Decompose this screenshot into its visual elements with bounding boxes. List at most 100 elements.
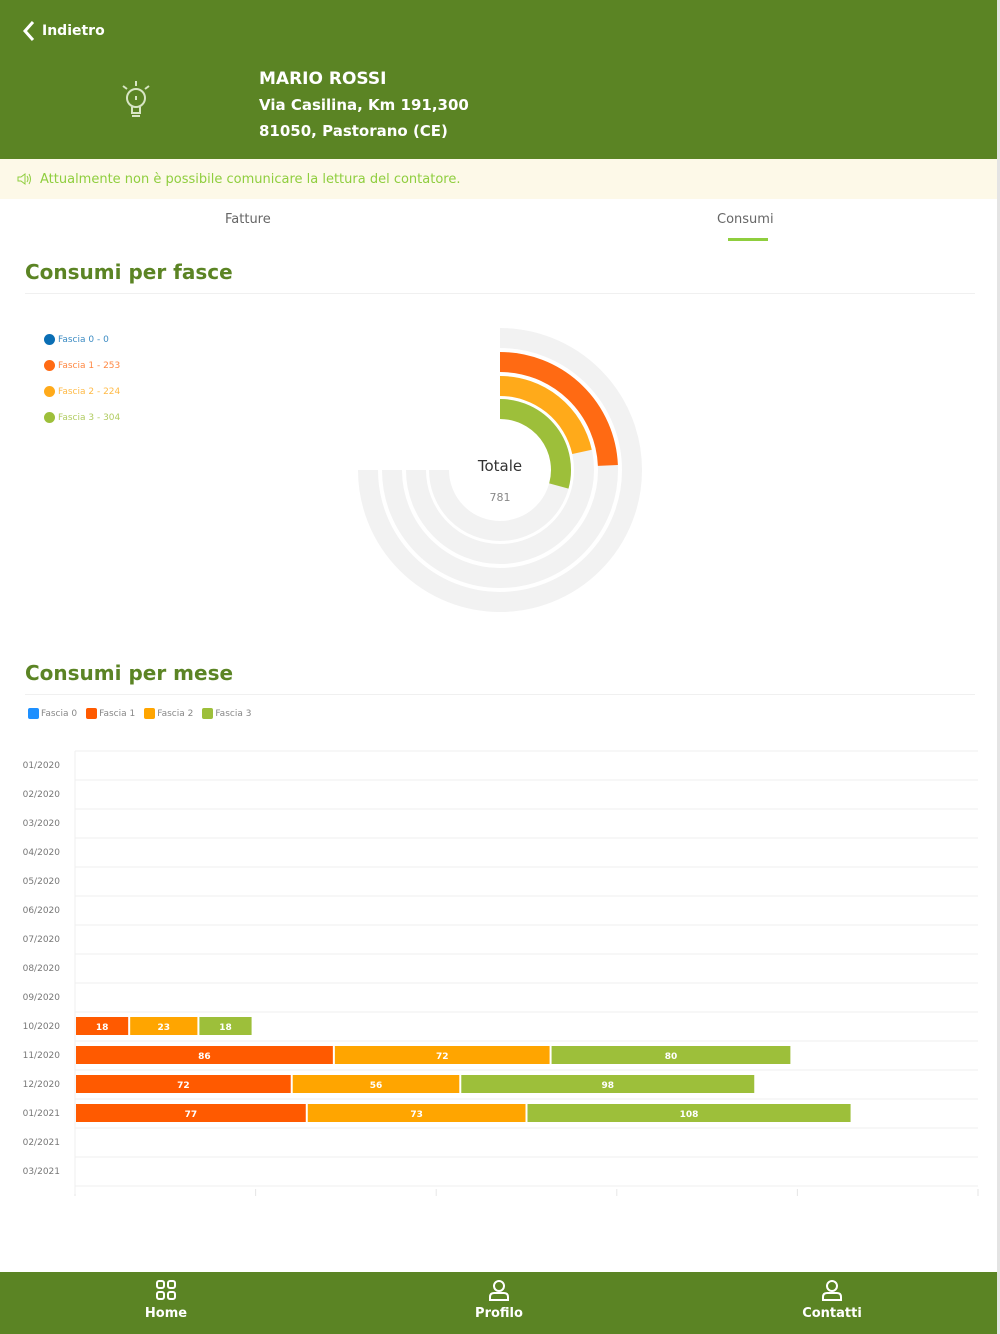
y-tick-label: 01/2021 [23, 1109, 60, 1119]
bar-data-label: 18 [219, 1023, 232, 1033]
legend-label: Fascia 2 [157, 709, 194, 719]
nav-contatti[interactable]: Contatti [772, 1278, 892, 1321]
radial-chart [358, 328, 642, 612]
bar-segment[interactable] [76, 1104, 306, 1122]
legend-swatch [28, 708, 39, 719]
y-tick-label: 08/2020 [23, 964, 61, 974]
legend-label: Fascia 3 [215, 709, 252, 719]
bottom-nav: Home Profilo Contatti [0, 1272, 1000, 1334]
bar-segment[interactable] [76, 1046, 333, 1064]
y-tick-label: 05/2020 [23, 877, 61, 887]
y-tick-label: 09/2020 [23, 993, 61, 1003]
bar-segment[interactable] [292, 1075, 460, 1093]
legend-swatch [202, 708, 214, 719]
bar-data-label: 108 [680, 1110, 699, 1120]
bar-data-label: 86 [198, 1052, 211, 1062]
bar-data-label: 72 [177, 1081, 190, 1091]
chevron-left-icon [22, 21, 35, 41]
legend-label: Fascia 1 [99, 709, 136, 719]
bar-segment[interactable] [334, 1046, 550, 1064]
customer-name: MARIO ROSSI [259, 69, 387, 89]
legend-label: Fascia 3 - 304 [58, 412, 121, 423]
y-tick-label: 11/2020 [23, 1051, 61, 1061]
bar-segment[interactable] [551, 1046, 791, 1064]
donut-legend-item[interactable]: Fascia 2 - 224 [44, 386, 120, 397]
nav-contatti-label: Contatti [802, 1306, 862, 1321]
bar-data-label: 98 [602, 1081, 615, 1091]
address-line-2: 81050, Pastorano (CE) [259, 122, 448, 140]
legend-dot [44, 412, 55, 423]
bar-data-label: 23 [158, 1023, 171, 1033]
bar-legend-item[interactable]: Fascia 3 [202, 708, 251, 719]
legend-dot [44, 334, 55, 345]
bar-legend-item[interactable]: Fascia 1 [86, 708, 135, 719]
bar-data-label: 72 [436, 1052, 449, 1062]
divider [25, 694, 975, 695]
tab-fatture[interactable]: Fatture [225, 212, 271, 227]
donut-legend-item[interactable]: Fascia 1 - 253 [44, 360, 120, 371]
y-tick-label: 03/2020 [23, 819, 61, 829]
back-label: Indietro [42, 23, 105, 39]
y-tick-label: 06/2020 [23, 906, 61, 916]
section-title-mese: Consumi per mese [25, 661, 234, 685]
header: Indietro MARIO ROSSI Via Casilina, Km 19… [0, 0, 1000, 159]
bar-segment[interactable] [76, 1075, 291, 1093]
bar-data-label: 73 [410, 1110, 423, 1120]
bar-data-label: 56 [370, 1081, 383, 1091]
tab-consumi[interactable]: Consumi [717, 212, 774, 227]
section-title-fasce: Consumi per fasce [25, 260, 233, 284]
bar-legend-item[interactable]: Fascia 0 [28, 708, 77, 719]
nav-profilo[interactable]: Profilo [439, 1278, 559, 1321]
bar-legend-item[interactable]: Fascia 2 [144, 708, 193, 719]
radial-bar-fascia-2[interactable] [499, 376, 592, 455]
donut-center-label: Totale [477, 457, 523, 475]
divider [25, 293, 975, 294]
bar-segment[interactable] [76, 1017, 129, 1035]
legend-dot [44, 360, 55, 371]
bar-chart: 01/2020 02/2020 03/2020 04/2020 05/2020 06/20… [23, 750, 979, 1196]
y-tick-label: 10/2020 [23, 1022, 61, 1032]
donut-legend-item[interactable]: Fascia 0 - 0 [44, 334, 109, 345]
legend-swatch [86, 708, 98, 719]
nav-profilo-label: Profilo [475, 1306, 523, 1321]
y-tick-label: 03/2021 [23, 1167, 60, 1177]
radial-bar-fascia-3[interactable] [499, 399, 571, 489]
bar-data-label: 77 [185, 1110, 198, 1120]
bar-legend: Fascia 0 Fascia 1 Fascia 2 Fascia 3 [28, 708, 251, 719]
legend-swatch [144, 708, 156, 719]
back-button[interactable]: Indietro [22, 20, 105, 42]
lightbulb-icon [122, 81, 150, 117]
radial-bar-fascia-1[interactable] [499, 352, 618, 467]
y-tick-label: 04/2020 [23, 848, 61, 858]
nav-home[interactable]: Home [106, 1278, 226, 1321]
bar-data-label: 80 [665, 1052, 678, 1062]
notice-text: Attualmente non è possibile comunicare l… [40, 171, 461, 187]
bar-segment[interactable] [461, 1075, 755, 1093]
y-tick-label: 01/2020 [23, 761, 61, 771]
legend-label: Fascia 1 - 253 [58, 360, 121, 371]
donut-center-value: 781 [489, 491, 511, 504]
legend-label: Fascia 0 [41, 709, 78, 719]
y-tick-label: 02/2021 [23, 1138, 60, 1148]
y-tick-label: 12/2020 [23, 1080, 61, 1090]
radial-track [358, 328, 642, 612]
speaker-icon [17, 173, 31, 185]
legend-label: Fascia 0 - 0 [58, 334, 109, 345]
bar-segment[interactable] [527, 1104, 851, 1122]
bar-segment[interactable] [130, 1017, 198, 1035]
bar-data-label: 18 [96, 1023, 109, 1033]
active-tab-indicator [728, 238, 768, 241]
bar-segment[interactable] [307, 1104, 526, 1122]
user-icon [489, 1280, 509, 1301]
donut-legend-item[interactable]: Fascia 3 - 304 [44, 412, 120, 423]
legend-label: Fascia 2 - 224 [58, 386, 121, 397]
scrollbar-track [997, 0, 1000, 1334]
grid-icon [156, 1280, 176, 1300]
legend-dot [44, 386, 55, 397]
user-icon [822, 1280, 842, 1301]
address-line-1: Via Casilina, Km 191,300 [259, 96, 469, 114]
y-tick-label: 07/2020 [23, 935, 61, 945]
nav-home-label: Home [144, 1306, 188, 1321]
bar-segment[interactable] [199, 1017, 252, 1035]
y-tick-label: 02/2020 [23, 790, 61, 800]
